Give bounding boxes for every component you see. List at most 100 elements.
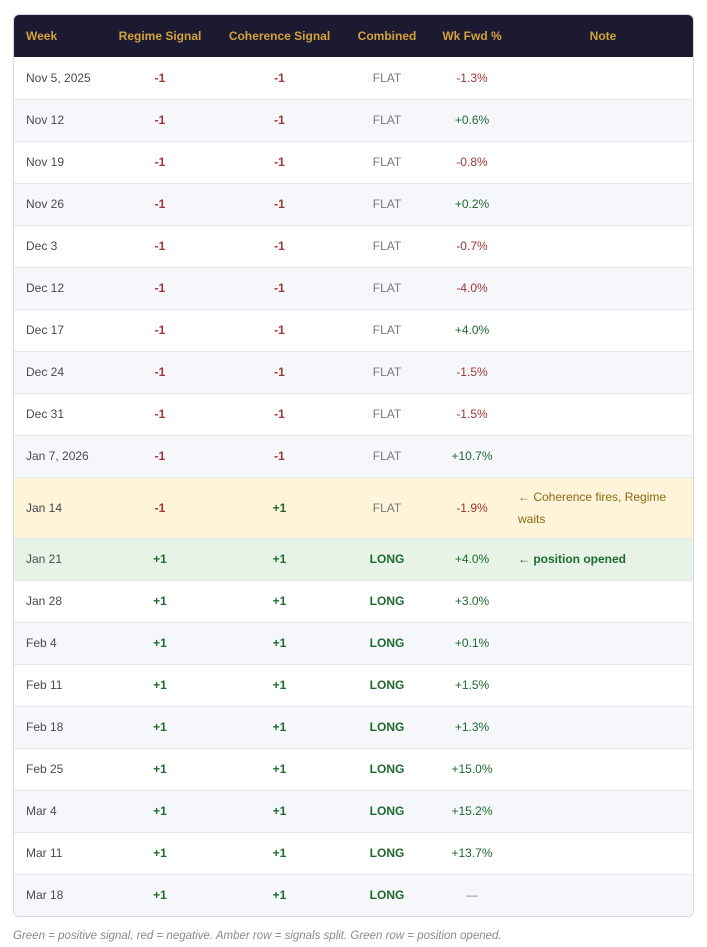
cell-coherence-signal: -1	[274, 197, 285, 211]
cell-regime-signal: -1	[154, 155, 166, 169]
cell-regime-signal: +1	[153, 720, 167, 734]
cell-regime-signal: -1	[154, 239, 166, 253]
table-row: Dec 3 -1 -1 FLAT -0.7%	[14, 225, 693, 267]
cell-note	[513, 141, 693, 183]
table-body: Nov 5, 2025 -1 -1 FLAT -1.3% Nov 12 -1 -1 FLAT +0…	[14, 57, 693, 916]
cell-note: ← Coherence fires, Regime waits	[518, 489, 667, 526]
cell-note	[513, 435, 693, 477]
cell-combined: LONG	[369, 552, 405, 566]
cell-combined: FLAT	[372, 407, 402, 421]
cell-note	[513, 351, 693, 393]
cell-regime-signal: +1	[153, 678, 167, 692]
cell-combined: FLAT	[372, 365, 402, 379]
table-row: Jan 21 +1 +1 LONG +4.0% ← position opened	[14, 538, 693, 580]
cell-regime-signal: -1	[154, 281, 166, 295]
cell-week: Feb 4	[26, 636, 57, 650]
cell-combined: LONG	[369, 678, 405, 692]
cell-wk-fwd: +4.0%	[454, 323, 490, 337]
cell-week: Mar 11	[26, 846, 63, 860]
cell-week: Jan 14	[26, 500, 63, 515]
cell-week: Dec 3	[26, 239, 58, 253]
table-row: Dec 17 -1 -1 FLAT +4.0%	[14, 309, 693, 351]
header-note: Note	[589, 29, 617, 43]
cell-regime-signal: +1	[153, 804, 167, 818]
cell-note	[513, 622, 693, 664]
cell-wk-fwd: -1.5%	[456, 365, 488, 379]
table-footnote: Green = positive signal, red = negative.…	[13, 930, 502, 942]
cell-wk-fwd: -0.7%	[456, 239, 488, 253]
cell-coherence-signal: +1	[272, 804, 287, 818]
cell-combined: LONG	[369, 846, 405, 860]
cell-wk-fwd: -1.3%	[456, 70, 488, 85]
table-row: Dec 31 -1 -1 FLAT -1.5%	[14, 393, 693, 435]
table-row: Nov 26 -1 -1 FLAT +0.2%	[14, 183, 693, 225]
cell-combined: FLAT	[372, 323, 402, 337]
cell-wk-fwd: —	[466, 888, 478, 903]
header-wk-fwd: Wk Fwd %	[442, 29, 502, 43]
cell-coherence-signal: -1	[274, 323, 285, 337]
header-coherence-signal: Coherence Signal	[228, 29, 331, 43]
table-row: Feb 11 +1 +1 LONG +1.5%	[14, 664, 693, 706]
cell-wk-fwd: -1.9%	[456, 500, 488, 515]
cell-week: Feb 11	[26, 678, 63, 692]
cell-wk-fwd: -1.5%	[456, 407, 488, 421]
cell-wk-fwd: +15.2%	[451, 804, 493, 818]
cell-note	[513, 183, 693, 225]
cell-week: Dec 17	[26, 323, 65, 337]
cell-coherence-signal: -1	[274, 449, 285, 463]
cell-note	[513, 267, 693, 309]
cell-combined: FLAT	[372, 449, 402, 463]
cell-wk-fwd: -4.0%	[456, 281, 488, 295]
cell-note	[513, 57, 693, 99]
cell-regime-signal: -1	[154, 500, 166, 515]
cell-wk-fwd: +10.7%	[451, 449, 493, 463]
cell-combined: FLAT	[372, 197, 402, 211]
cell-note	[513, 99, 693, 141]
cell-week: Jan 28	[26, 594, 63, 608]
cell-combined: LONG	[369, 804, 405, 818]
cell-week: Feb 18	[26, 720, 64, 734]
cell-wk-fwd: +0.2%	[454, 197, 490, 211]
cell-regime-signal: -1	[154, 323, 166, 337]
cell-note	[513, 790, 693, 832]
table-row: Dec 12 -1 -1 FLAT -4.0%	[14, 267, 693, 309]
table-row: Jan 14 -1 +1 FLAT -1.9% ← Coherence fires, Re…	[14, 477, 693, 538]
table-header-row: Week Regime Signal Coherence Signal Comb…	[14, 15, 693, 57]
cell-note	[513, 225, 693, 267]
cell-week: Feb 25	[26, 762, 64, 776]
cell-week: Dec 12	[26, 281, 65, 295]
cell-coherence-signal: +1	[272, 846, 287, 860]
table-row: Mar 11 +1 +1 LONG +13.7%	[14, 832, 693, 874]
cell-wk-fwd: +13.7%	[451, 846, 493, 860]
cell-regime-signal: +1	[153, 552, 167, 566]
table-row: Mar 18 +1 +1 LONG —	[14, 874, 693, 916]
cell-note	[513, 874, 693, 916]
cell-coherence-signal: -1	[274, 365, 285, 379]
table-row: Nov 5, 2025 -1 -1 FLAT -1.3%	[14, 57, 693, 99]
cell-regime-signal: -1	[154, 365, 166, 379]
cell-week: Nov 5, 2025	[26, 70, 91, 85]
cell-regime-signal: +1	[153, 594, 167, 608]
cell-wk-fwd: +0.6%	[454, 113, 490, 127]
cell-week: Dec 24	[26, 365, 65, 379]
cell-combined: LONG	[369, 720, 405, 734]
table-row: Jan 28 +1 +1 LONG +3.0%	[14, 580, 693, 622]
cell-week: Nov 19	[26, 155, 65, 169]
table-row: Mar 4 +1 +1 LONG +15.2%	[14, 790, 693, 832]
cell-coherence-signal: +1	[272, 594, 287, 608]
cell-week: Dec 31	[26, 407, 65, 421]
cell-note	[513, 748, 693, 790]
cell-note	[513, 832, 693, 874]
cell-week: Mar 4	[26, 804, 57, 818]
cell-coherence-signal: -1	[274, 407, 285, 421]
cell-combined: FLAT	[372, 113, 402, 127]
cell-combined: FLAT	[372, 70, 402, 85]
cell-combined: LONG	[369, 594, 405, 608]
cell-note	[513, 664, 693, 706]
cell-regime-signal: +1	[153, 846, 167, 860]
table-row: Nov 12 -1 -1 FLAT +0.6%	[14, 99, 693, 141]
table-row: Nov 19 -1 -1 FLAT -0.8%	[14, 141, 693, 183]
cell-regime-signal: -1	[154, 407, 166, 421]
cell-coherence-signal: -1	[274, 70, 285, 85]
cell-coherence-signal: +1	[272, 500, 287, 515]
